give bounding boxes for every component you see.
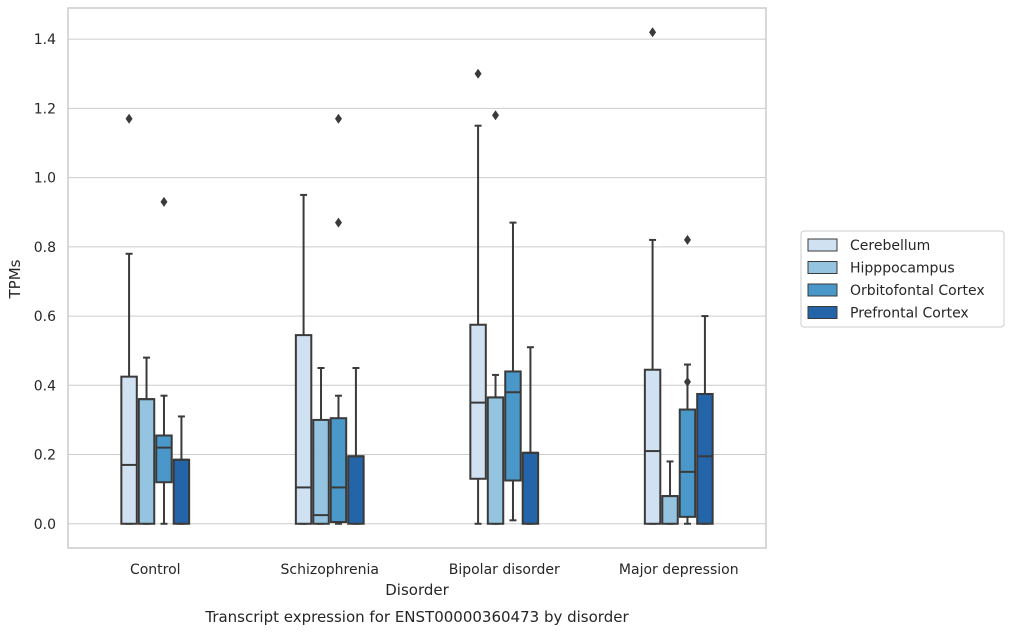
outlier-point [334, 113, 342, 124]
x-tick-label: Schizophrenia [281, 562, 379, 578]
box-plot [329, 113, 348, 525]
y-axis-label: TPMs [6, 259, 24, 299]
legend-frame [800, 230, 1005, 328]
y-tick-label: 0.0 [34, 517, 56, 533]
box-plot [155, 196, 173, 525]
box-plot [696, 315, 714, 525]
outlier-point [683, 376, 691, 387]
box-iqr [696, 392, 714, 525]
box-iqr [155, 434, 173, 484]
legend-label: Orbitofontal Cortex [850, 283, 985, 299]
box-plot [172, 415, 191, 525]
chart-caption: Transcript expression for ENST0000036047… [204, 608, 629, 626]
x-axis-ticks: Control Schizophrenia Bipolar disorder Majo… [130, 562, 739, 578]
legend-label: Hipppocampus [850, 261, 955, 277]
box-plot [294, 193, 313, 525]
box-iqr [661, 495, 679, 525]
box-plot [120, 113, 138, 525]
box-iqr [312, 418, 330, 525]
box-iqr [486, 396, 505, 525]
outlier-point [334, 217, 342, 228]
box-plot [486, 110, 505, 525]
y-tick-label: 0.4 [34, 378, 56, 394]
legend-swatch [807, 238, 838, 252]
box-iqr [120, 375, 138, 525]
gridlines [68, 38, 766, 525]
box-plot [347, 367, 365, 525]
box-iqr [643, 368, 662, 525]
y-tick-label: 1.0 [34, 171, 56, 187]
legend-label: Prefrontal Cortex [850, 306, 969, 322]
box-plot [678, 234, 697, 525]
box-plot [661, 460, 679, 525]
outlier-point [125, 113, 133, 124]
plot-frame [67, 7, 767, 549]
legend-swatch [807, 283, 838, 297]
x-tick-label: Control [130, 562, 181, 578]
box-plot [521, 346, 540, 525]
outlier-point [649, 27, 657, 38]
box-iqr [678, 408, 697, 518]
box-plot [469, 68, 487, 525]
box-iqr [521, 451, 540, 525]
box-plots [120, 27, 714, 525]
legend-swatch [807, 261, 838, 274]
x-axis-label: Disorder [385, 581, 449, 599]
box-plot [137, 356, 156, 525]
x-tick-label: Major depression [619, 562, 739, 578]
y-tick-label: 1.2 [34, 101, 56, 117]
outlier-point [160, 196, 168, 207]
box-iqr [347, 455, 365, 525]
legend-label: Cerebellum [850, 238, 930, 254]
box-plot [504, 221, 522, 522]
y-tick-label: 0.8 [34, 240, 56, 256]
outlier-point [683, 234, 691, 245]
box-iqr [504, 370, 522, 482]
legend-swatch [807, 306, 838, 319]
y-axis-ticks: 0.0 0.2 0.4 0.6 0.8 1.0 1.2 1.4 [34, 32, 56, 533]
y-tick-label: 0.2 [34, 448, 56, 464]
box-iqr [329, 417, 348, 524]
outlier-point [492, 110, 500, 121]
box-plot [312, 367, 330, 525]
outlier-point [474, 68, 482, 79]
x-tick-label: Bipolar disorder [449, 562, 560, 578]
y-tick-label: 0.6 [34, 309, 56, 325]
legend: Cerebellum Hipppocampus Orbitofontal Corte… [800, 230, 1005, 328]
y-tick-label: 1.4 [34, 32, 56, 48]
box-iqr [294, 334, 313, 525]
box-plot [643, 27, 662, 525]
box-iqr [172, 458, 191, 525]
box-iqr [137, 398, 156, 525]
